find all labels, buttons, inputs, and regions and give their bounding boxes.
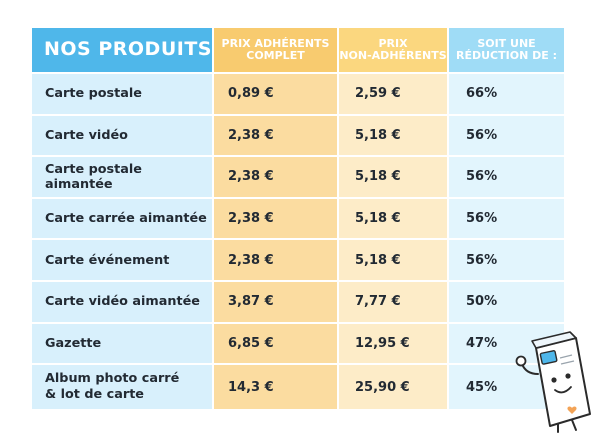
product-name: Album photo carré & lot de carte	[32, 365, 214, 410]
discount: 56%	[449, 157, 564, 199]
product-name-line1: Album photo carré	[45, 371, 180, 387]
member-price: 14,3 €	[214, 365, 339, 410]
table-row: Gazette 6,85 € 12,95 € 47%	[32, 323, 564, 366]
nonmember-price: 5,18 €	[339, 198, 449, 241]
nonmember-price: 7,77 €	[339, 281, 449, 324]
product-name: Carte postale	[32, 74, 214, 116]
nonmember-price: 5,18 €	[339, 240, 449, 282]
header-products: NOS PRODUITS	[32, 28, 214, 74]
product-name: Carte postale aimantée	[32, 157, 214, 199]
product-name: Gazette	[32, 323, 214, 366]
discount: 50%	[449, 281, 564, 324]
table-row: Album photo carré & lot de carte 14,3 € …	[32, 365, 564, 410]
table-row: Carte vidéo 2,38 € 5,18 € 56%	[32, 115, 564, 158]
product-name: Carte vidéo aimantée	[32, 281, 214, 324]
header-nonmember-line2: NON-ADHÉRENTS	[339, 49, 447, 62]
card-mascot-icon	[510, 330, 594, 434]
nonmember-price: 2,59 €	[339, 74, 449, 116]
discount: 56%	[449, 198, 564, 241]
product-name-line2: & lot de carte	[45, 387, 144, 403]
header-member-line1: PRIX ADHÉRENTS	[221, 37, 330, 51]
header-discount-line2: RÉDUCTION DE :	[456, 49, 557, 62]
nonmember-price: 12,95 €	[339, 323, 449, 366]
discount: 56%	[449, 115, 564, 158]
nonmember-price: 5,18 €	[339, 115, 449, 158]
table-row: Carte événement 2,38 € 5,18 € 56%	[32, 240, 564, 282]
table-row: Carte postale 0,89 € 2,59 € 66%	[32, 74, 564, 116]
member-price: 2,38 €	[214, 198, 339, 241]
nonmember-price: 25,90 €	[339, 365, 449, 410]
nonmember-price: 5,18 €	[339, 157, 449, 199]
discount: 66%	[449, 74, 564, 116]
pricing-table: NOS PRODUITS PRIX ADHÉRENTS COMPLET PRIX…	[32, 28, 564, 410]
table-row: Carte postale aimantée 2,38 € 5,18 € 56%	[32, 157, 564, 199]
product-name: Carte vidéo	[32, 115, 214, 158]
member-price: 2,38 €	[214, 240, 339, 282]
member-price: 2,38 €	[214, 115, 339, 158]
header-discount-line1: SOIT UNE	[477, 37, 536, 51]
member-price: 3,87 €	[214, 281, 339, 324]
header-nonmember-price: PRIX NON-ADHÉRENTS	[339, 28, 449, 74]
member-price: 6,85 €	[214, 323, 339, 366]
discount: 56%	[449, 240, 564, 282]
product-name: Carte événement	[32, 240, 214, 282]
table-header: NOS PRODUITS PRIX ADHÉRENTS COMPLET PRIX…	[32, 28, 564, 74]
header-member-line2: COMPLET	[246, 49, 305, 62]
product-name: Carte carrée aimantée	[32, 198, 214, 241]
table-row: Carte vidéo aimantée 3,87 € 7,77 € 50%	[32, 281, 564, 324]
header-discount: SOIT UNE RÉDUCTION DE :	[449, 28, 564, 74]
table-body: Carte postale 0,89 € 2,59 € 66% Carte vi…	[32, 74, 564, 410]
table-row: Carte carrée aimantée 2,38 € 5,18 € 56%	[32, 198, 564, 241]
header-nonmember-line1: PRIX	[378, 37, 408, 51]
member-price: 2,38 €	[214, 157, 339, 199]
header-member-price: PRIX ADHÉRENTS COMPLET	[214, 28, 339, 74]
member-price: 0,89 €	[214, 74, 339, 116]
